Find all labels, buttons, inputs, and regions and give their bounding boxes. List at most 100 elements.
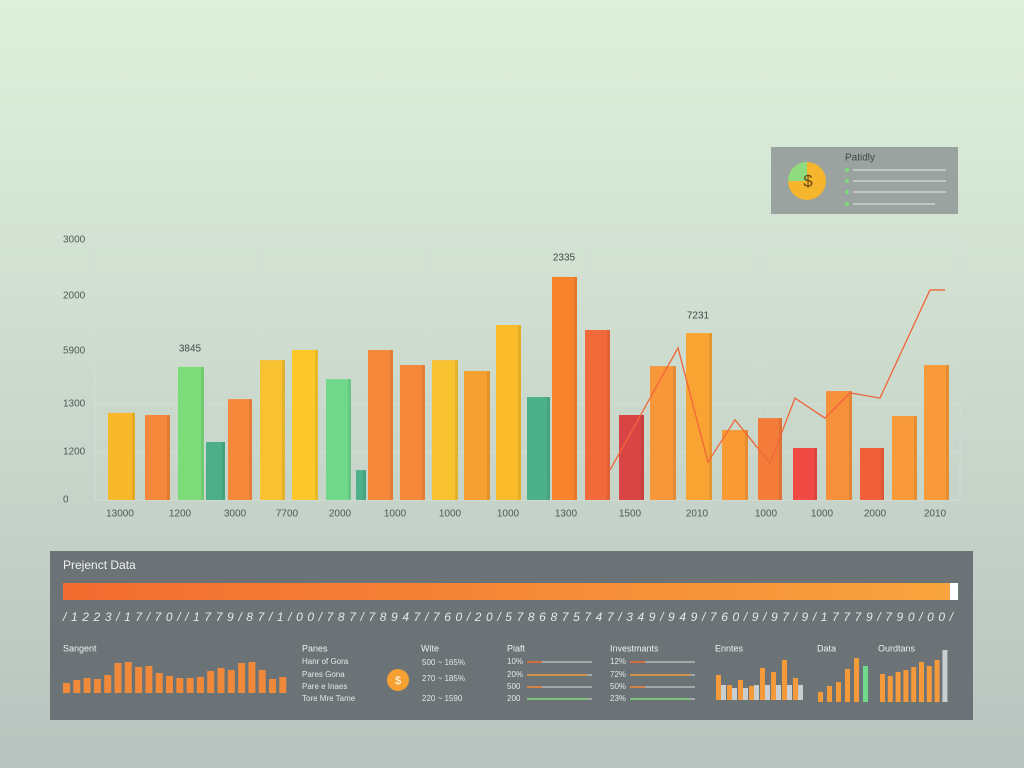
bar-shade bbox=[222, 442, 225, 500]
mini-bar bbox=[942, 650, 948, 702]
bar bbox=[860, 448, 884, 500]
bar-shade bbox=[348, 379, 351, 500]
bar-shade bbox=[779, 418, 782, 500]
x-label: 1000 bbox=[497, 509, 520, 520]
mini-bar bbox=[248, 662, 256, 693]
bar bbox=[326, 379, 351, 500]
list-item: 50% bbox=[610, 682, 626, 691]
bar bbox=[145, 414, 170, 500]
bar-shade bbox=[315, 349, 318, 500]
x-label: 2000 bbox=[329, 509, 352, 520]
coin-symbol: $ bbox=[395, 675, 401, 687]
mini-bar bbox=[771, 672, 776, 700]
mini-bar bbox=[135, 667, 143, 693]
coin-icon bbox=[387, 669, 409, 691]
list-item: Pares Gona bbox=[302, 670, 345, 679]
section-title: Ourdtans bbox=[878, 643, 916, 653]
mini-bar bbox=[738, 680, 743, 700]
bar bbox=[585, 329, 610, 500]
bar-shade bbox=[547, 397, 550, 500]
bar-shade bbox=[914, 416, 917, 500]
list-item: 500 ~ 165% bbox=[422, 658, 465, 667]
x-label: 2000 bbox=[864, 509, 887, 520]
mini-bar bbox=[176, 678, 184, 693]
bar-shade bbox=[709, 333, 712, 500]
list-item: 220 ~ 1590 bbox=[422, 694, 463, 703]
mini-bar bbox=[787, 685, 792, 700]
bar-shade bbox=[745, 430, 748, 500]
bar-shade bbox=[487, 371, 490, 500]
mini-bar bbox=[793, 678, 798, 700]
list-item: 200 bbox=[507, 694, 521, 703]
mini-bar bbox=[776, 685, 781, 700]
mini-bar bbox=[721, 685, 726, 700]
mini-bar bbox=[727, 685, 732, 700]
y-label: 1300 bbox=[63, 399, 86, 410]
bar bbox=[108, 412, 135, 500]
mini-bar bbox=[155, 673, 163, 693]
bar-shade bbox=[814, 448, 817, 500]
mini-bar bbox=[854, 658, 859, 702]
bar-shade bbox=[422, 365, 425, 500]
x-label: 2010 bbox=[924, 509, 947, 520]
mini-bar bbox=[227, 670, 235, 693]
bar-shade bbox=[132, 412, 135, 500]
list-item: Hanr of Gora bbox=[302, 657, 349, 666]
mini-bar bbox=[207, 671, 215, 693]
mini-bar bbox=[279, 677, 287, 693]
x-label: 13000 bbox=[106, 509, 134, 520]
mini-bar bbox=[836, 682, 841, 702]
bar bbox=[924, 365, 949, 500]
mini-bar bbox=[818, 692, 823, 702]
mini-bar bbox=[903, 670, 909, 702]
mini-bar bbox=[716, 675, 721, 700]
bar bbox=[400, 365, 425, 500]
x-label: 1300 bbox=[555, 509, 578, 520]
bar-shade bbox=[201, 366, 204, 500]
mini-bar bbox=[124, 662, 132, 693]
bar bbox=[496, 325, 521, 500]
bar bbox=[464, 371, 490, 500]
bar-shade bbox=[455, 360, 458, 500]
mini-bar bbox=[760, 668, 765, 700]
mini-bar bbox=[845, 669, 850, 702]
mini-bar bbox=[93, 679, 101, 693]
x-label: 1000 bbox=[439, 509, 462, 520]
y-label: 2000 bbox=[63, 291, 86, 302]
x-label: 2010 bbox=[686, 509, 709, 520]
mini-bar bbox=[911, 667, 917, 702]
y-label: 3000 bbox=[63, 235, 86, 246]
bar-annotation: 3845 bbox=[179, 344, 202, 355]
y-label: 0 bbox=[63, 495, 69, 506]
x-label: 1000 bbox=[755, 509, 778, 520]
section-title: Piaft bbox=[507, 643, 526, 653]
list-item: 10% bbox=[507, 657, 523, 666]
mini-bar bbox=[895, 672, 901, 702]
y-label: 1200 bbox=[63, 447, 86, 458]
list-item: 270 ~ 185% bbox=[422, 674, 465, 683]
bar bbox=[432, 360, 458, 500]
digit-row: / 1 2 2 3 / 1 7 / 7 0 / / 1 7 7 9 / 8 7 … bbox=[62, 610, 955, 624]
bar bbox=[826, 391, 852, 500]
bar bbox=[368, 349, 393, 500]
bar bbox=[228, 399, 252, 500]
bar-shade bbox=[849, 391, 852, 500]
mini-bar bbox=[63, 683, 70, 693]
bar bbox=[686, 333, 712, 500]
mini-bar bbox=[269, 679, 276, 693]
mini-bar bbox=[749, 686, 754, 700]
section-title: Wite bbox=[421, 643, 439, 653]
bar bbox=[758, 418, 782, 500]
mini-bar bbox=[934, 660, 940, 702]
bar bbox=[722, 430, 748, 500]
mini-bar bbox=[782, 660, 787, 700]
bar-annotation: 7231 bbox=[687, 311, 710, 322]
mini-bar bbox=[798, 685, 803, 700]
trend-line bbox=[609, 289, 945, 471]
mini-bar bbox=[926, 666, 932, 702]
section-title: Data bbox=[817, 643, 836, 653]
mini-bar bbox=[258, 670, 266, 693]
bar-shade bbox=[946, 365, 949, 500]
